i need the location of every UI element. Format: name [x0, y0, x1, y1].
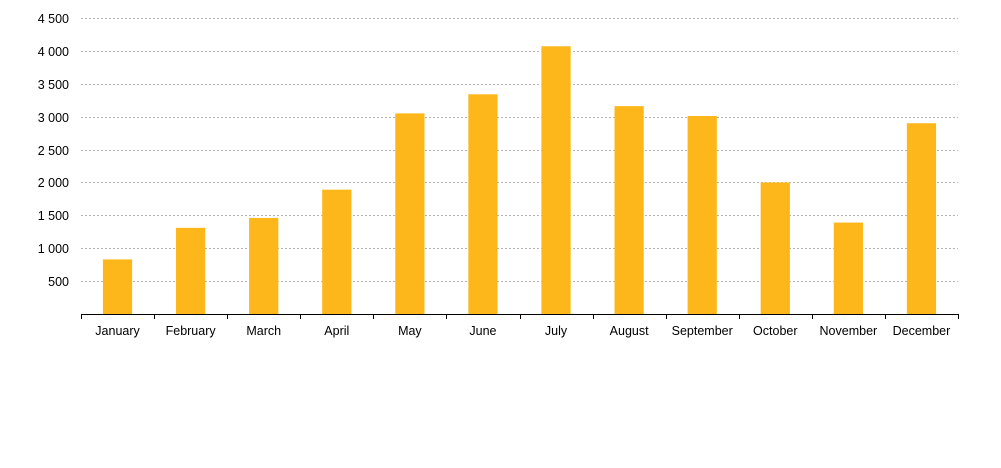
x-tick-label: July: [545, 324, 568, 338]
bar-june: [468, 94, 498, 314]
x-tick-label: August: [610, 324, 649, 338]
bar-november: [833, 222, 863, 314]
x-tick-label: May: [398, 324, 422, 338]
x-tick-label: September: [672, 324, 733, 338]
x-tick-label: November: [820, 324, 878, 338]
bar-february: [176, 227, 206, 314]
x-tick-label: October: [753, 324, 797, 338]
bar-may: [395, 113, 425, 314]
y-tick-label: 2 000: [38, 176, 69, 190]
y-tick-label: 3 000: [38, 111, 69, 125]
bar-march: [249, 217, 279, 314]
x-tick-label: April: [324, 324, 349, 338]
x-axis-category-labels: January February March April May June July Augu…: [95, 324, 950, 338]
y-axis-tick-labels: 500 1 000 1 500 2 000 2 500 3 000 3 500 4 000 4 …: [38, 12, 69, 289]
x-tick-label: March: [246, 324, 281, 338]
y-tick-label: 4 500: [38, 12, 69, 26]
y-tick-label: 4 000: [38, 45, 69, 59]
x-tick-label: December: [893, 324, 951, 338]
bar-january: [102, 259, 133, 314]
x-axis: [81, 314, 959, 319]
bars: [102, 46, 937, 315]
x-tick-label: February: [166, 324, 217, 338]
y-tick-label: 3 500: [38, 78, 69, 92]
y-tick-label: 1 000: [38, 242, 69, 256]
bar-september: [687, 116, 717, 314]
x-tick-label: January: [95, 324, 140, 338]
x-tick-label: June: [469, 324, 496, 338]
bar-july: [541, 46, 571, 314]
bar-october: [760, 182, 790, 314]
y-tick-label: 1 500: [38, 209, 69, 223]
bar-august: [614, 106, 644, 314]
y-tick-label: 500: [48, 275, 69, 289]
gridlines: [81, 18, 958, 282]
bar-december: [906, 123, 937, 315]
bar-april: [322, 189, 352, 314]
y-tick-label: 2 500: [38, 144, 69, 158]
